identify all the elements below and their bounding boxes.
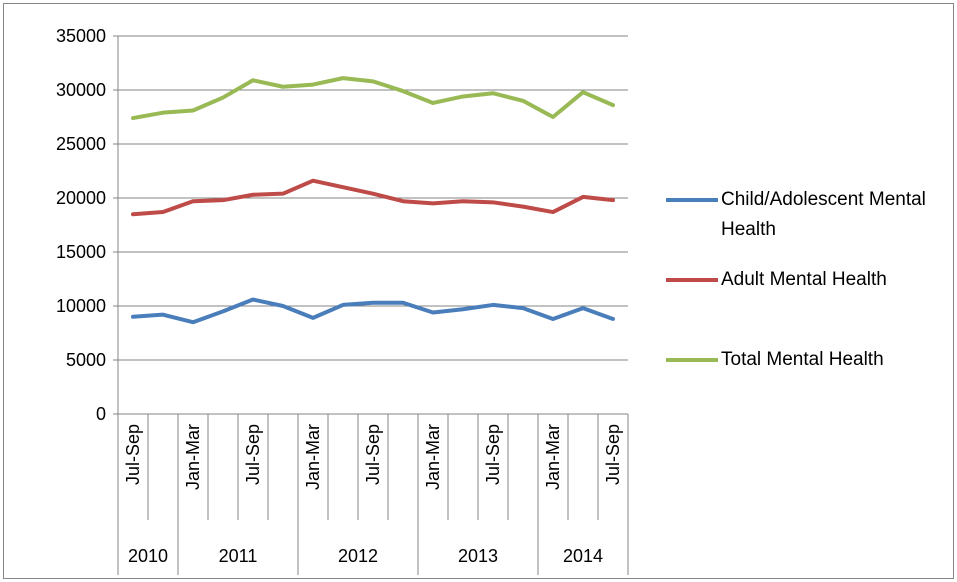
x-group-label: 2010 <box>128 546 168 566</box>
x-tick-label: Jul-Sep <box>123 424 143 485</box>
y-tick-label: 35000 <box>56 26 106 46</box>
legend-label: Adult Mental Health <box>721 269 887 290</box>
x-tick-label: Jul-Sep <box>603 424 623 485</box>
x-group-label: 2014 <box>563 546 603 566</box>
x-tick-label: Jul-Sep <box>483 424 503 485</box>
y-tick-label: 15000 <box>56 242 106 262</box>
legend-label: Child/Adolescent Mental Health <box>721 189 926 240</box>
y-tick-label: 20000 <box>56 188 106 208</box>
x-tick-label: Jul-Sep <box>243 424 263 485</box>
x-tick-label: Jul-Sep <box>363 424 383 485</box>
data-line <box>131 76 615 121</box>
x-tick-label: Jan-Mar <box>423 424 443 490</box>
legend-label: Total Mental Health <box>721 349 884 370</box>
data-line <box>131 178 615 217</box>
x-group-label: 2013 <box>458 546 498 566</box>
y-tick-label: 30000 <box>56 80 106 100</box>
y-tick-label: 10000 <box>56 296 106 316</box>
y-tick-label: 0 <box>96 404 106 424</box>
x-tick-label: Jan-Mar <box>303 424 323 490</box>
x-tick-label: Jan-Mar <box>543 424 563 490</box>
x-tick-label: Jan-Mar <box>183 424 203 490</box>
x-group-label: 2011 <box>219 546 258 566</box>
y-tick-label: 25000 <box>56 134 106 154</box>
data-line <box>131 297 615 325</box>
x-group-label: 2012 <box>338 546 378 566</box>
y-tick-label: 5000 <box>66 350 106 370</box>
